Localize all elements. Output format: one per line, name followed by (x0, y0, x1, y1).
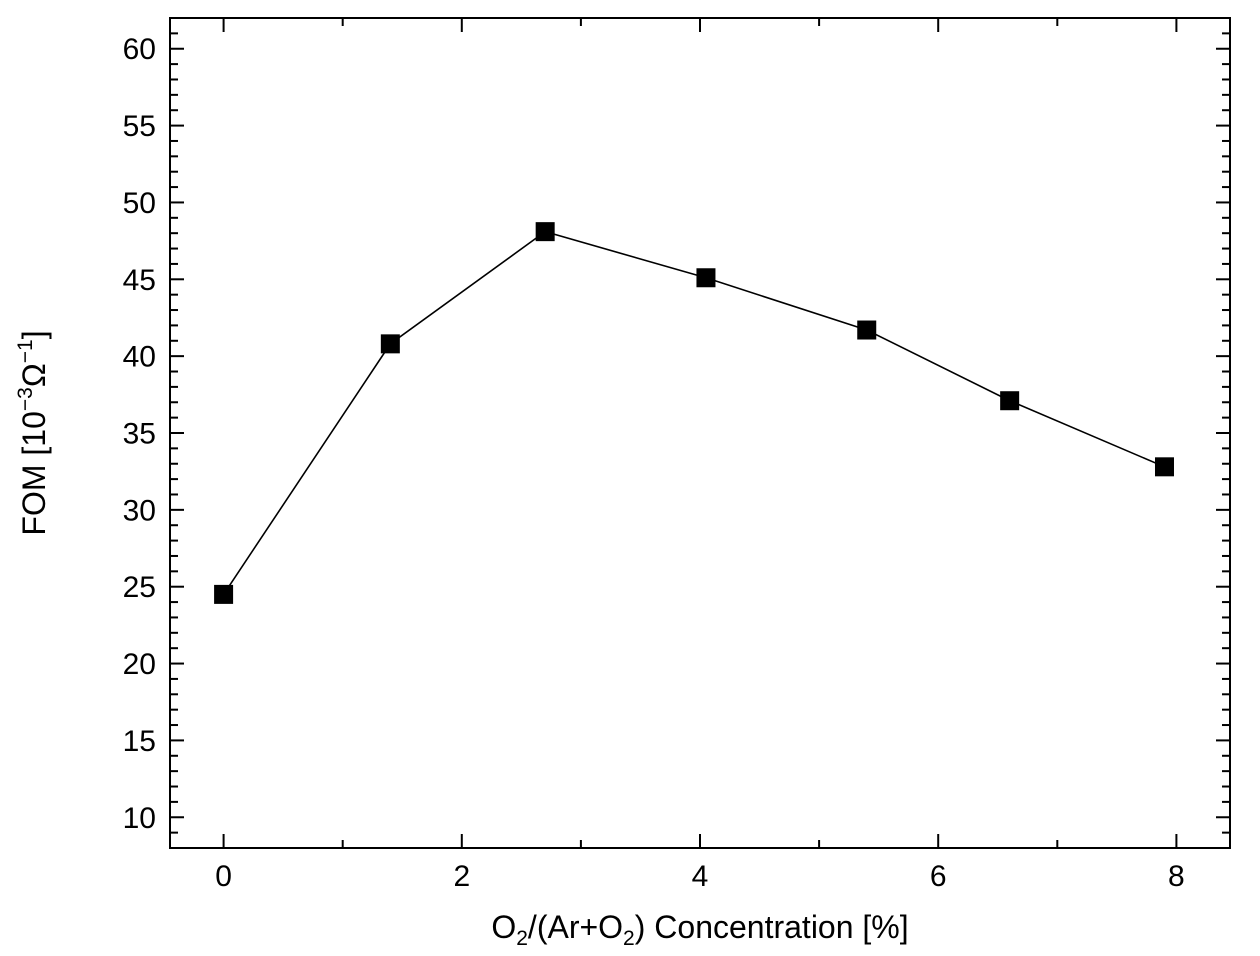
x-tick-label: 2 (453, 860, 470, 893)
x-tick-label: 4 (692, 860, 709, 893)
x-axis-label: O2/(Ar+O2) Concentration [%] (491, 909, 908, 950)
data-marker (858, 321, 876, 339)
fom-oxygen-chart: 0 2 4 6 8 10 15 20 25 30 35 40 45 50 55 60 O2/(Ar+O2) Co… (0, 0, 1260, 956)
y-tick-label: 25 (123, 571, 156, 604)
y-tick-label: 30 (123, 494, 156, 527)
data-marker (536, 223, 554, 241)
x-tick-label: 6 (930, 860, 947, 893)
data-marker (1155, 458, 1173, 476)
y-tick-label: 55 (123, 110, 156, 143)
y-tick-label: 50 (123, 187, 156, 220)
x-tick-label: 0 (215, 860, 232, 893)
y-tick-label: 20 (123, 648, 156, 681)
data-marker (697, 269, 715, 287)
chart-svg: 0 2 4 6 8 10 15 20 25 30 35 40 45 50 55 60 O2/(Ar+O2) Co… (0, 0, 1260, 956)
data-marker (381, 335, 399, 353)
data-marker (215, 585, 233, 603)
x-tick-label: 8 (1168, 860, 1185, 893)
y-tick-label: 10 (123, 802, 156, 835)
y-tick-label: 15 (123, 725, 156, 758)
y-tick-label: 60 (123, 33, 156, 66)
y-tick-label: 45 (123, 264, 156, 297)
y-tick-label: 35 (123, 418, 156, 451)
data-marker (1001, 392, 1019, 410)
y-tick-label: 40 (123, 341, 156, 374)
